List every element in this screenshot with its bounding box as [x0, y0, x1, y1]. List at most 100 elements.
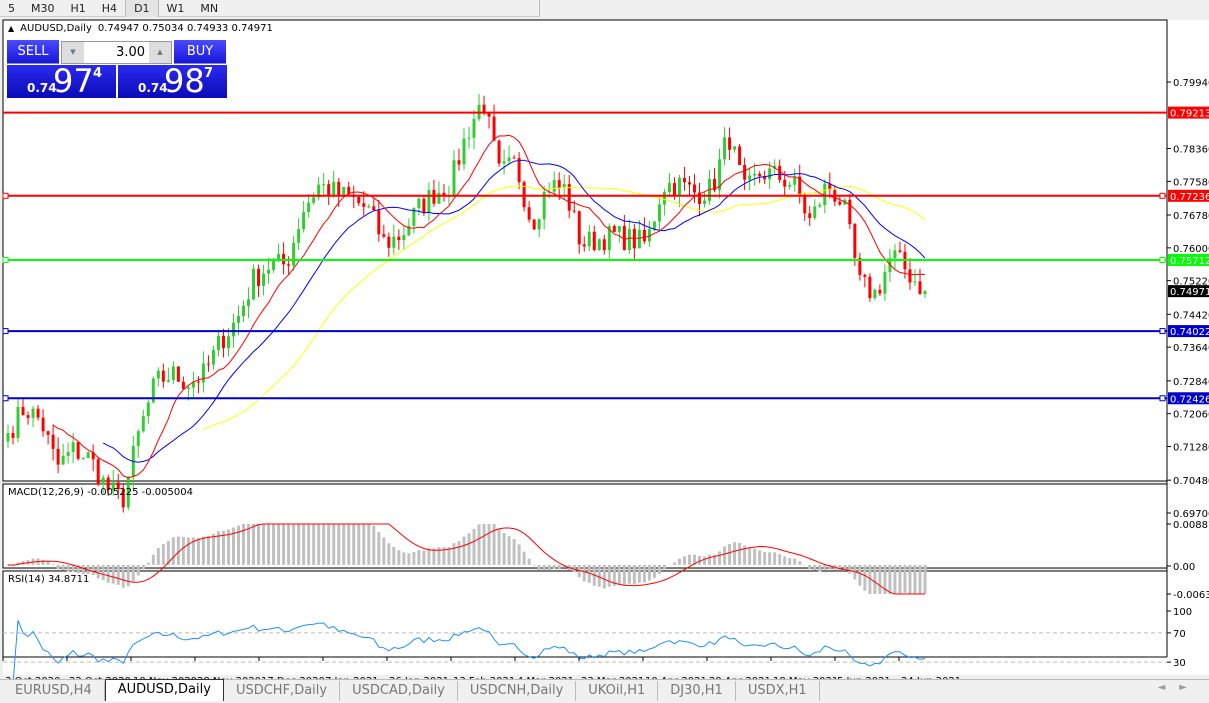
- chart-tab[interactable]: USDCAD,Daily: [340, 681, 458, 701]
- candle-body: [677, 177, 681, 197]
- macd-bar: [743, 545, 747, 565]
- candle-body: [277, 253, 281, 261]
- macd-bar: [101, 564, 105, 581]
- candle-body: [41, 417, 45, 432]
- macd-bar: [372, 525, 376, 565]
- candle-body: [728, 137, 732, 150]
- candle-body: [873, 289, 877, 299]
- chart-tab[interactable]: USDX,H1: [736, 681, 820, 701]
- buy-button[interactable]: BUY: [174, 40, 226, 64]
- timeframe-w1[interactable]: W1: [157, 0, 193, 17]
- macd-bar: [161, 543, 165, 565]
- candle-body: [382, 234, 386, 237]
- timeframe-mn[interactable]: MN: [200, 1, 219, 15]
- candle-body: [156, 370, 160, 379]
- timeframe-d1[interactable]: D1: [125, 0, 158, 17]
- chart-tab[interactable]: UKOil,H1: [576, 681, 659, 701]
- candle-body: [216, 335, 220, 350]
- candle-body: [287, 264, 291, 266]
- level-price-box: [1168, 325, 1209, 338]
- candle-body: [111, 482, 115, 491]
- timeframe-toolbar: 5 M30 H1 H4 D1 W1 MN: [0, 0, 540, 17]
- level-price-label: 0.75712: [1170, 256, 1209, 267]
- macd-bar: [637, 564, 641, 583]
- candle-body: [863, 274, 867, 277]
- macd-bar: [151, 554, 155, 565]
- scroll-right-icon[interactable]: ►: [1179, 682, 1201, 693]
- chart-tab[interactable]: DJ30,H1: [658, 681, 736, 701]
- macd-bar: [848, 564, 852, 574]
- candle-body: [828, 183, 832, 191]
- chart-tab[interactable]: EURUSD,H4: [3, 681, 105, 701]
- chart-title: ▲ AUDUSD,Daily 0.74947 0.75034 0.74933 0…: [8, 23, 273, 34]
- timeframe-5[interactable]: 5: [8, 1, 15, 15]
- macd-bar: [81, 564, 85, 575]
- candle-body: [597, 239, 601, 250]
- candle-body: [537, 219, 541, 230]
- candle-body: [858, 257, 862, 275]
- chart-tab[interactable]: USDCHF,Daily: [224, 681, 341, 701]
- macd-bar: [622, 564, 626, 586]
- macd-signal-line: [7, 523, 925, 595]
- candle-body: [96, 459, 100, 485]
- lot-decrease-icon[interactable]: ▼: [62, 42, 84, 63]
- candle-body: [206, 363, 210, 365]
- chart-tab[interactable]: USDCNH,Daily: [458, 681, 577, 701]
- macd-bar: [687, 554, 691, 565]
- candle-body: [472, 119, 476, 138]
- candle-body: [497, 140, 501, 164]
- macd-bar: [61, 564, 65, 571]
- candle-body: [221, 335, 225, 349]
- candle-body: [657, 204, 661, 222]
- candle-body: [838, 201, 842, 205]
- tab-scroll-arrows[interactable]: ◄►: [1158, 682, 1201, 693]
- macd-bar: [868, 564, 872, 594]
- buy-price-button[interactable]: 0.74 98 7: [118, 62, 227, 100]
- candle-body: [713, 178, 717, 191]
- candle-body: [211, 349, 215, 365]
- lot-size-value[interactable]: 3.00: [116, 45, 145, 60]
- candle-body: [507, 157, 511, 162]
- scroll-left-icon[interactable]: ◄: [1157, 682, 1180, 693]
- macd-bar: [357, 524, 361, 565]
- macd-bar: [206, 535, 210, 565]
- timeframe-h1[interactable]: H1: [70, 1, 86, 15]
- level-handle: [1159, 395, 1166, 402]
- macd-bar: [462, 536, 466, 565]
- chart-tab[interactable]: AUDUSD,Daily: [104, 679, 224, 701]
- candle-body: [257, 268, 261, 286]
- candle-body: [46, 431, 50, 435]
- candle-body: [582, 244, 586, 247]
- candle-body: [372, 206, 376, 211]
- candle-body: [532, 219, 536, 230]
- timeframe-h4[interactable]: H4: [101, 1, 118, 15]
- lot-size-field[interactable]: ▼ 3.00 ▲: [61, 41, 172, 64]
- candle-body: [783, 179, 787, 187]
- candle-body: [763, 176, 767, 180]
- macd-bar: [231, 527, 235, 565]
- collapse-triangle-icon[interactable]: ▲: [8, 24, 15, 33]
- rsi-pane: [2, 570, 1168, 658]
- macd-bar: [277, 524, 281, 565]
- macd-bar: [828, 564, 832, 570]
- macd-bar: [823, 564, 827, 570]
- candle-body: [667, 183, 671, 193]
- candle-body: [302, 211, 306, 230]
- macd-bar: [467, 533, 471, 565]
- sell-button[interactable]: SELL: [7, 40, 59, 64]
- macd-bar: [517, 544, 521, 565]
- candle-body: [91, 452, 95, 460]
- macd-bar: [352, 524, 356, 565]
- candle-body: [126, 476, 130, 508]
- macd-bar: [141, 564, 145, 570]
- lot-increase-icon[interactable]: ▲: [149, 42, 171, 63]
- timeframe-m30[interactable]: M30: [31, 1, 55, 15]
- macd-bar: [392, 546, 396, 565]
- candle-body: [868, 276, 872, 299]
- sell-price-button[interactable]: 0.74 97 4: [7, 62, 116, 100]
- candle-body: [31, 408, 35, 418]
- candle-body: [71, 442, 75, 452]
- macd-axis-label: 0.008871: [1173, 520, 1209, 531]
